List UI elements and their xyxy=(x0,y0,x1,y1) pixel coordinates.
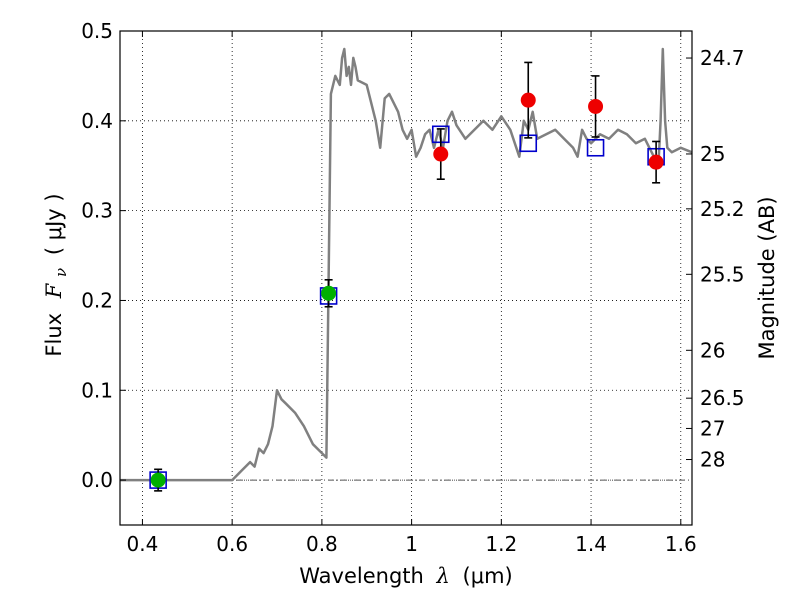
mag-tick-label: 25.5 xyxy=(700,262,745,286)
tick-marks xyxy=(120,30,692,525)
y-axis-title-symbol: F xyxy=(42,282,66,299)
x-axis-title-symbol: λ xyxy=(436,564,450,588)
y-tick-label: 0.1 xyxy=(81,378,113,402)
mag-tick-label: 28 xyxy=(700,448,725,472)
model-box-marker xyxy=(586,138,605,157)
plot-area xyxy=(120,47,693,492)
mag-tick-label: 24.7 xyxy=(700,46,745,70)
red-data-point xyxy=(433,146,449,162)
red-data-point xyxy=(520,92,536,108)
y-axis-title-unit: ( μJy ) xyxy=(42,193,66,255)
red-data-point xyxy=(588,98,604,114)
grid-lines xyxy=(120,30,692,525)
x-tick-label: 1 xyxy=(405,532,418,556)
x-tick-label: 0.6 xyxy=(216,532,248,556)
mag-tick-label: 25.2 xyxy=(700,197,745,221)
model-spectrum-line xyxy=(120,47,693,482)
mag-tick-label: 26 xyxy=(700,338,725,362)
y-tick-label: 0.5 xyxy=(81,19,113,43)
mag-tick-label: 27 xyxy=(700,416,725,440)
mag-tick-label: 25 xyxy=(700,142,725,166)
red-data-point xyxy=(648,154,664,170)
y-axis-title-text: Flux xyxy=(42,313,66,357)
y-tick-label: 0.2 xyxy=(81,288,113,312)
x-tick-label: 0.4 xyxy=(127,532,159,556)
x-tick-label: 0.8 xyxy=(306,532,338,556)
x-axis-title-text: Wavelength xyxy=(299,564,424,588)
green-data-point xyxy=(321,285,337,301)
tick-labels: 0.4 0.6 0.8 1 1.2 1.4 1.6 0.0 0.1 0.2 0.3 0.4 0.5 24.… xyxy=(81,19,744,556)
x-tick-label: 1.4 xyxy=(575,532,607,556)
green-data-point xyxy=(150,472,166,488)
plot-frame xyxy=(119,30,693,526)
x-tick-label: 1.6 xyxy=(665,532,697,556)
mag-tick-label: 26.5 xyxy=(700,386,745,410)
x-axis-title: Wavelength λ (μm) xyxy=(299,564,512,588)
x-axis-title-unit: (μm) xyxy=(463,564,513,588)
right-axis-title: Magnitude (AB) xyxy=(755,196,779,359)
y-axis-title-subscript: ν xyxy=(52,268,70,277)
x-tick-label: 1.2 xyxy=(485,532,517,556)
y-tick-label: 0.0 xyxy=(81,468,113,492)
y-axis-title: Flux F ν ( μJy ) xyxy=(42,193,71,356)
y-tick-label: 0.3 xyxy=(81,199,113,223)
y-tick-label: 0.4 xyxy=(81,109,113,133)
